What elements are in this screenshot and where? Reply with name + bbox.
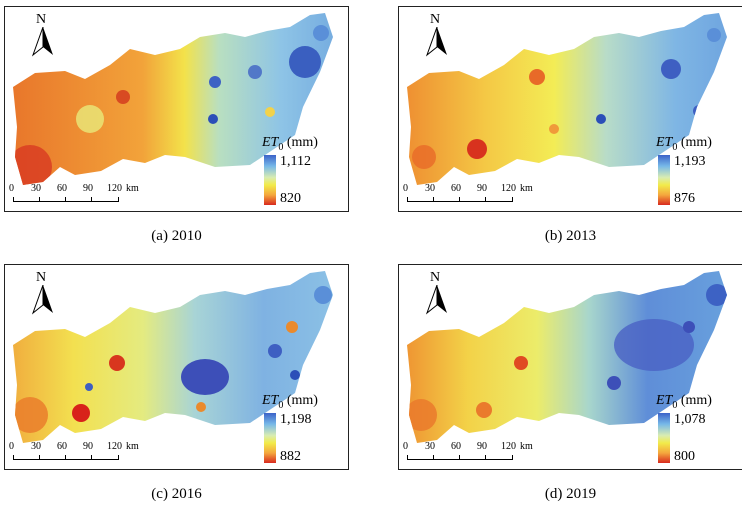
legend-title: ET0 (mm) <box>262 135 318 153</box>
scale-bar: 0 30 60 90 120 km <box>9 441 149 467</box>
north-arrow-icon: N <box>425 13 449 57</box>
map-panel-2019: N ET0 (mm) 1,078 800 0 30 60 90 120 km <box>398 264 742 470</box>
scale-bar: 0 30 60 90 120 km <box>403 441 543 467</box>
legend-color-ramp <box>264 413 276 463</box>
caption-2016: (c) 2016 <box>151 486 202 502</box>
legend: ET0 (mm) 1,078 800 <box>656 393 736 467</box>
map-panel-2010: N ET0 (mm) 1,112 820 0 30 60 90 120 km <box>4 6 349 212</box>
legend-title: ET0 (mm) <box>262 393 318 411</box>
legend-color-ramp <box>658 413 670 463</box>
scale-bar: 0 30 60 90 120 km <box>9 183 149 209</box>
legend-title: ET0 (mm) <box>656 135 712 153</box>
caption-2010: (a) 2010 <box>151 228 202 244</box>
legend-max: 1,193 <box>674 154 706 169</box>
et0-map-2013 <box>407 13 727 185</box>
legend: ET0 (mm) 1,198 882 <box>262 393 342 467</box>
legend-color-ramp <box>658 155 670 205</box>
north-arrow-icon: N <box>425 271 449 315</box>
et0-map-2010 <box>13 13 333 185</box>
legend-min: 820 <box>280 191 301 206</box>
caption-2013: (b) 2013 <box>544 228 597 244</box>
legend-min: 876 <box>674 191 695 206</box>
legend-min: 882 <box>280 449 301 464</box>
map-panel-2013: N ET0 (mm) 1,193 876 0 30 60 90 120 km <box>398 6 742 212</box>
caption-2019: (d) 2019 <box>544 486 597 502</box>
scale-bar: 0 30 60 90 120 km <box>403 183 543 209</box>
north-arrow-icon: N <box>31 13 55 57</box>
legend-max: 1,078 <box>674 412 706 427</box>
map-panel-2016: N ET0 (mm) 1,198 882 0 30 60 90 120 km <box>4 264 349 470</box>
legend-color-ramp <box>264 155 276 205</box>
legend-max: 1,112 <box>280 154 311 169</box>
et0-map-2016 <box>13 271 333 443</box>
north-arrow-icon: N <box>31 271 55 315</box>
legend: ET0 (mm) 1,193 876 <box>656 135 736 209</box>
legend-max: 1,198 <box>280 412 312 427</box>
legend-title: ET0 (mm) <box>656 393 712 411</box>
legend: ET0 (mm) 1,112 820 <box>262 135 342 209</box>
et0-map-2019 <box>407 271 727 443</box>
legend-min: 800 <box>674 449 695 464</box>
